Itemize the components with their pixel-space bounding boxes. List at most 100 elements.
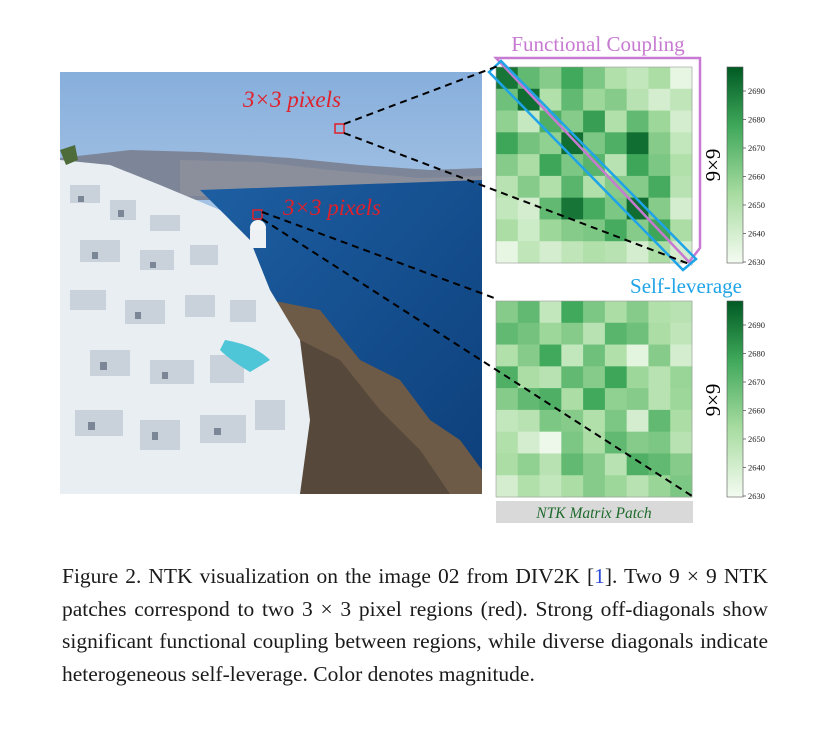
heatmap-cell [496,110,519,133]
heatmap-cell [539,431,562,454]
heatmap-cell [583,344,606,367]
heatmap-cell [648,175,671,199]
heatmap-cell [626,175,649,199]
heatmap-cell [583,197,606,220]
colorbar-bottom [726,300,744,498]
heatmap-cell [626,241,649,264]
heatmap-cell [670,453,693,476]
heatmap-cell [648,67,671,90]
heatmap-cell [539,67,562,90]
heatmap-cell [604,241,628,264]
heatmap-border [495,66,693,264]
red-label-top: 3×3 pixels [242,87,341,112]
heatmap-cell [539,241,562,264]
heatmap-cell [583,388,606,411]
heatmap-cell [583,132,606,155]
heatmap-cell [561,197,584,220]
heatmap-cell [517,322,540,345]
heatmap-cell [604,132,628,155]
heatmap-cell [539,322,562,345]
heatmap-cell [539,219,562,242]
heatmap-cell [539,132,562,155]
heatmap-cell [517,197,540,220]
matrix-size-bottom: 9×9 [701,384,725,417]
heatmap-border [495,300,693,498]
matrix-size-top: 9×9 [701,149,725,182]
heatmap-cell [583,366,606,389]
heatmap-cell [648,88,671,111]
heatmap-cell [604,409,628,433]
heatmap-cell [496,388,519,411]
heatmap-cell [561,88,584,111]
heatmap-cell [604,322,628,345]
heatmap-cell [539,197,562,220]
heatmap-cell [626,453,649,476]
ntk-heatmap-bottom [495,300,693,498]
heatmap-cell [517,431,540,454]
heatmap-cell [626,67,649,90]
colorbar-tick-label: 2690 [748,86,765,96]
patch-caption: NTK Matrix Patch [535,505,652,522]
heatmap-cell [583,219,606,242]
heatmap-cell [583,322,606,345]
santorini-photo [60,72,482,494]
heatmap-cell [496,154,519,177]
heatmap-cell [670,132,693,155]
heatmap-cell [539,344,562,367]
citation-link[interactable]: 1 [594,564,605,588]
colorbar-tick-label: 2670 [748,143,765,153]
heatmap-cell [648,322,671,345]
heatmap-cell [496,409,519,433]
heatmap-cell [626,344,649,367]
figure-2: 3×3 pixels 3×3 pixels Functional Couplin… [60,32,765,523]
heatmap-cell [648,366,671,389]
heatmap-cell [604,67,628,90]
heatmap-cell [626,154,649,177]
heatmap-cell [561,154,584,177]
heatmap-cell [517,241,540,264]
heatmap-cell [670,219,693,242]
heatmap-cell [583,409,606,433]
heatmap-cell [517,344,540,367]
heatmap-cell [561,67,584,90]
heatmap-cell [539,175,562,199]
heatmap-cell [648,431,671,454]
heatmap-cell [670,175,693,199]
heatmap-cell [604,366,628,389]
heatmap-cell [604,475,628,498]
heatmap-cell [604,175,628,199]
caption-part-2: ]. Two 9 × 9 NTK patches correspond to t… [62,564,769,686]
heatmap-cell [626,475,649,498]
heatmap-cell [561,322,584,345]
heatmap-cell [648,475,671,498]
heatmap-cell [517,366,540,389]
heatmap-cell [496,322,519,345]
heatmap-cell [670,67,693,90]
heatmap-cell [517,132,540,155]
heatmap-cell [539,110,562,133]
heatmap-cell [496,344,519,367]
heatmap-cell [648,197,671,220]
heatmap-cell [626,366,649,389]
heatmap-cell [539,409,562,433]
heatmap-cell [539,475,562,498]
heatmap-cell [626,132,649,155]
heatmap-cell [561,431,584,454]
colorbar-tick-label: 2640 [748,463,765,473]
heatmap-cell [561,175,584,199]
heatmap-cell [670,301,693,324]
red-label-mid: 3×3 pixels [282,195,381,220]
heatmap-cell [583,475,606,498]
patch-caption-box [496,501,693,523]
heatmap-cell [561,409,584,433]
caption-part-1: Figure 2. NTK visualization on the image… [62,564,595,588]
heatmap-cell [583,301,606,324]
heatmap-cell [539,154,562,177]
heatmap-cell [561,388,584,411]
heatmap-cell [670,322,693,345]
heatmap-cell [604,219,628,242]
heatmap-cell [626,388,649,411]
heatmap-cell [626,431,649,454]
heatmap-cell [561,219,584,242]
functional-coupling-band [493,56,702,264]
